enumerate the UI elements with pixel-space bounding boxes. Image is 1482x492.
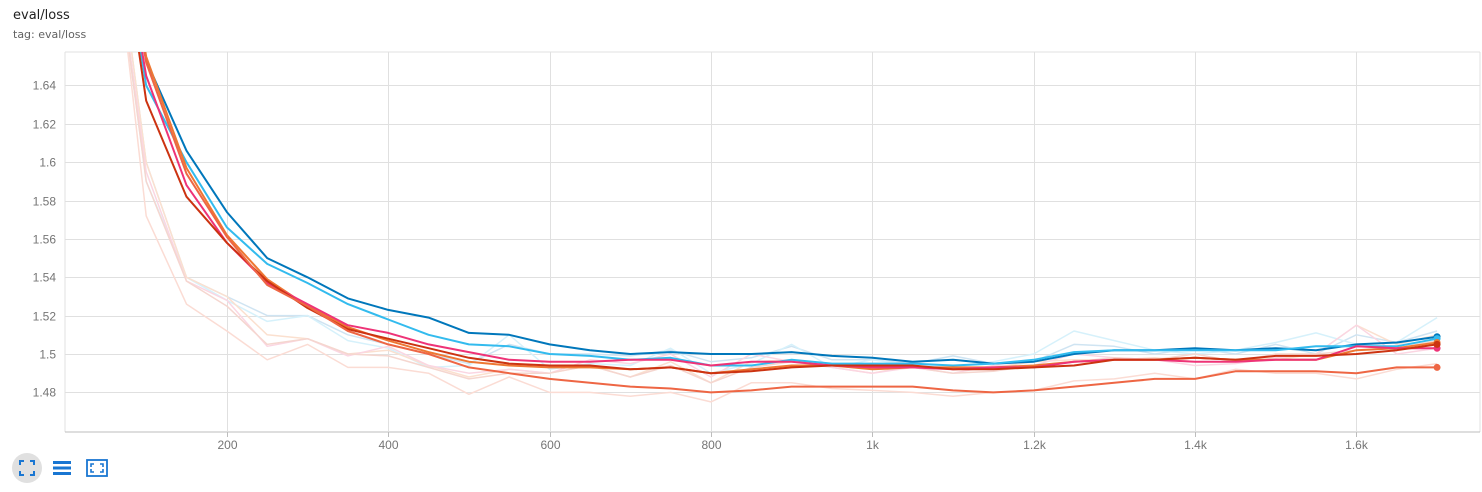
y-tick-label: 1.56 [33,233,57,247]
smoothed-series-line [139,52,1438,367]
x-tick-label: 1.4k [1184,438,1208,450]
plot-area [127,52,1441,403]
y-tick-label: 1.6 [39,156,56,170]
smoothed-series-line [141,52,1438,371]
loss-chart[interactable]: 1.48 1.5 1.52 1.54 1.56 1.58 1.6 1.62 1.64 200 400… [0,0,1482,450]
toggle-data-table-icon [53,461,71,475]
raw-series-line [128,52,1438,384]
x-tick-label: 1.6k [1345,438,1369,450]
fullscreen-icon [86,459,108,477]
y-tick-label: 1.64 [33,79,57,93]
raw-series-line [127,52,1438,403]
series-end-point [1433,340,1441,348]
raw-series-line [128,52,1438,374]
card-title: eval/loss [13,8,70,23]
smoothed-series-line [143,52,1438,394]
y-tick-label: 1.54 [33,271,57,285]
smoothed-series-line [143,52,1438,365]
x-tick-label: 1k [866,438,880,450]
x-tick-label: 1.2k [1023,438,1047,450]
fullscreen-button[interactable] [82,453,112,483]
x-tick-label: 400 [378,438,398,450]
y-tick-label: 1.48 [33,386,57,400]
chart-toolbar [12,453,112,483]
raw-series-line [130,52,1438,384]
y-tick-label: 1.52 [33,310,57,324]
y-tick-label: 1.5 [39,348,56,362]
smoothed-series-line [137,52,1438,375]
smoothed-series-line [144,52,1438,375]
fit-domain-button[interactable] [12,453,42,483]
card-tag: tag: eval/loss [13,28,87,41]
y-tick-label: 1.58 [33,195,57,209]
y-tick-label: 1.62 [33,118,57,132]
series-end-point [1433,363,1441,371]
toggle-data-table-button[interactable] [47,453,77,483]
x-tick-label: 200 [217,438,237,450]
fit-domain-icon [19,460,35,476]
x-tick-label: 600 [540,438,560,450]
x-tick-label: 800 [701,438,721,450]
raw-series-line [130,52,1438,365]
raw-series-line [129,52,1438,378]
